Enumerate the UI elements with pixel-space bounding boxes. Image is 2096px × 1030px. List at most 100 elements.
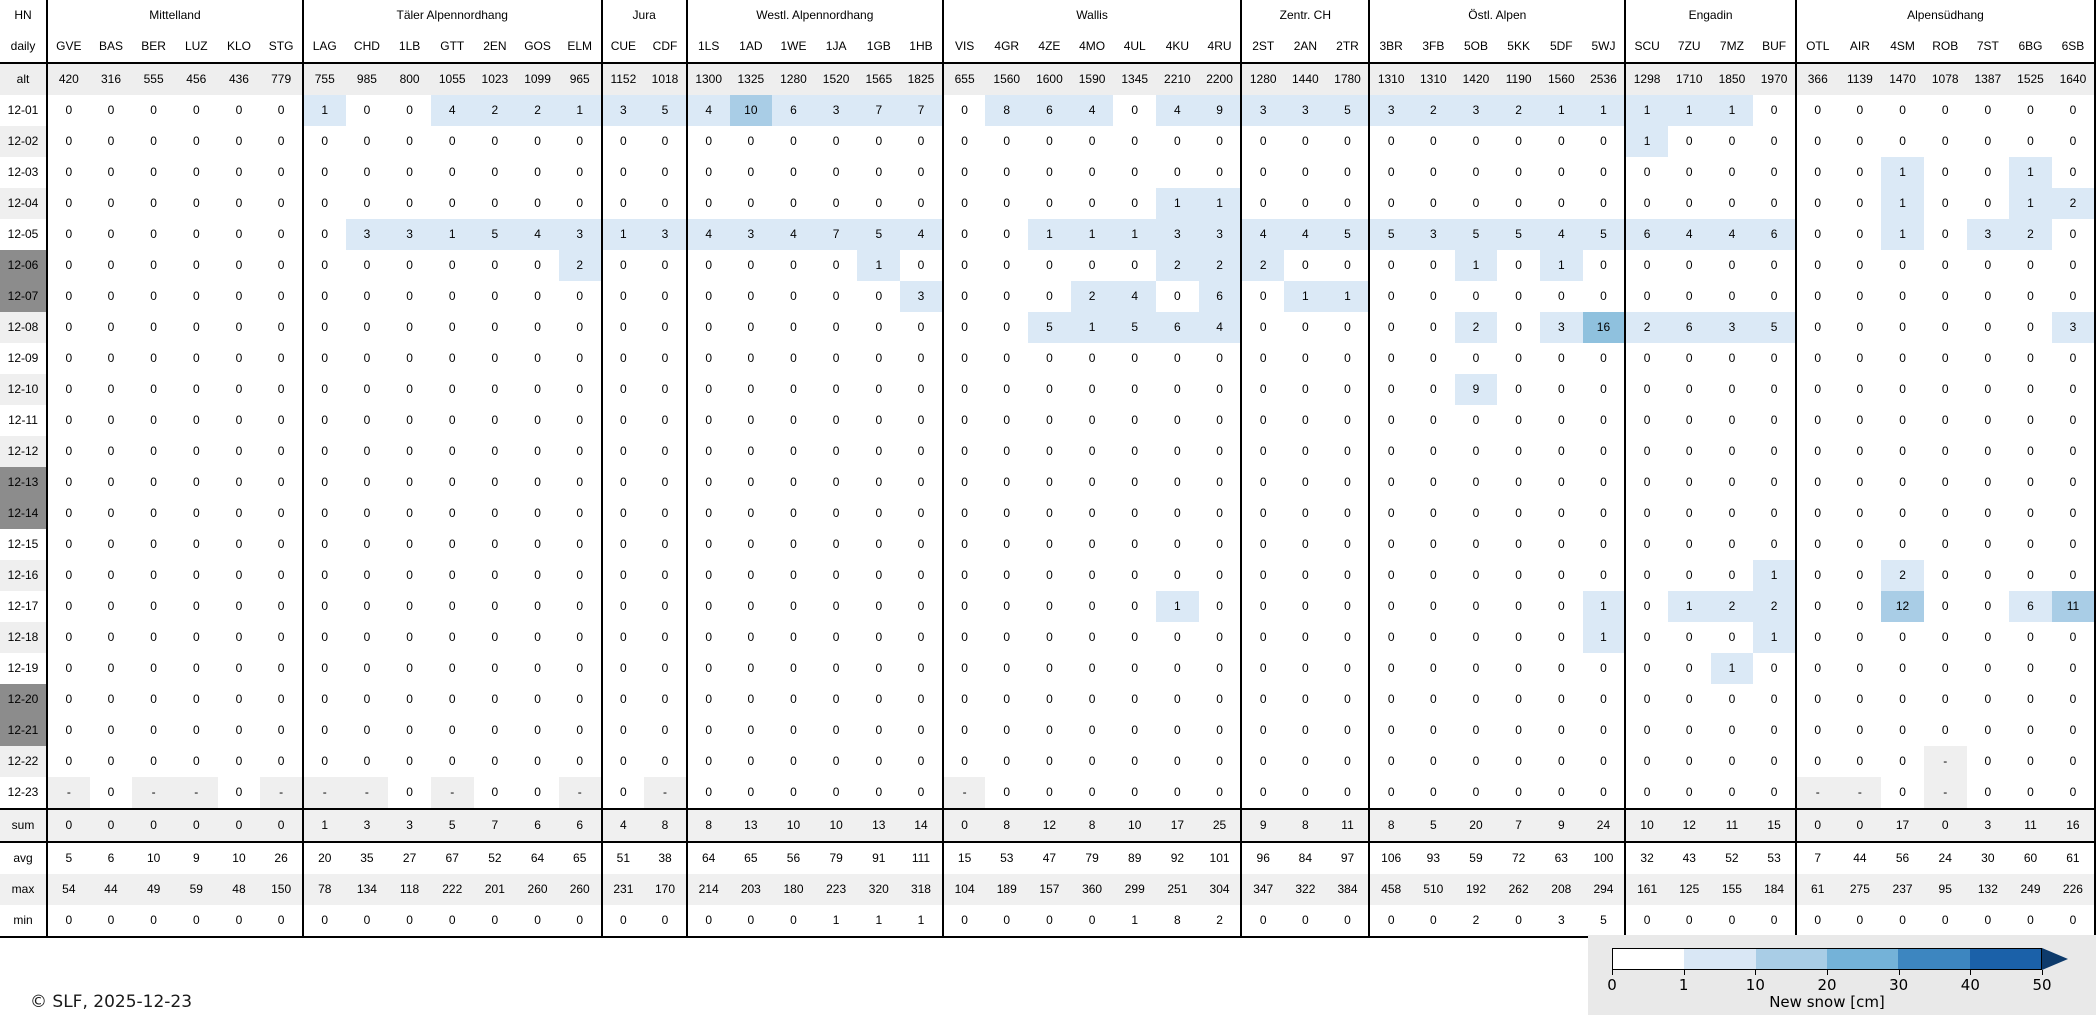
hn-cell: 4 (1070, 95, 1114, 126)
hn-cell: 0 (747, 537, 755, 551)
hn-cell: 1 (1582, 591, 1626, 622)
hn-cell: 0 (1984, 785, 1992, 799)
hn-cell: 0 (747, 506, 755, 520)
hn-cell: 0 (790, 506, 797, 520)
hn-cell: 0 (1216, 506, 1223, 520)
hn-cell: 0 (235, 630, 243, 644)
hn-cell: 0 (1794, 157, 1839, 188)
colorbar-tick-label: 0 (1607, 976, 1617, 994)
hn-cell: 0 (1046, 568, 1053, 582)
hn-cell: 0 (1624, 374, 1668, 405)
hn-cell: 0 (2051, 436, 2096, 467)
alt-cell: 1280 (1240, 63, 1285, 95)
hn-cell: 0 (301, 157, 346, 188)
hn-cell: 0 (150, 599, 157, 613)
hn-cell: 0 (107, 692, 115, 706)
hn-cell: 0 (406, 289, 413, 303)
hn-cell: 0 (1088, 506, 1096, 520)
hn-cell: 0 (1131, 785, 1139, 799)
alt-cell: 1600 (1028, 63, 1071, 95)
hn-cell: 0 (600, 281, 645, 312)
hn-cell: 0 (1003, 630, 1011, 644)
hn-cell: 0 (448, 413, 456, 427)
hn-cell: 0 (1770, 134, 1778, 148)
hn-cell: 0 (1240, 281, 1285, 312)
hn-cell: 0 (1131, 506, 1139, 520)
hn-cell: 0 (1728, 754, 1736, 768)
hn-cell: 0 (576, 444, 584, 458)
hn-cell: 1 (1028, 219, 1071, 250)
max-cell: 54 (47, 874, 90, 905)
colorbar-tick (1970, 970, 1972, 975)
hn-cell: 0 (1131, 754, 1139, 768)
hn-cell: 0 (1174, 754, 1181, 768)
sum-cell: 11 (1326, 808, 1370, 843)
hn-cell: 0 (790, 165, 797, 179)
hn-cell: 0 (1856, 165, 1864, 179)
hn-cell: 0 (277, 661, 285, 675)
hn-cell: 0 (1216, 351, 1223, 365)
hn-cell: 0 (1557, 568, 1565, 582)
station-header: KLO (217, 31, 261, 64)
hn-cell: 0 (107, 723, 115, 737)
hn-cell: 0 (491, 196, 499, 210)
alt-cell: 1640 (2051, 63, 2096, 95)
hn-cell: 0 (448, 320, 456, 334)
hn-cell: 0 (790, 289, 797, 303)
hn-cell: 0 (1429, 630, 1437, 644)
hn-cell: 0 (1472, 444, 1480, 458)
hn-cell: 2 (2051, 188, 2096, 219)
min-cell: 0 (2009, 905, 2052, 938)
alt-cell: 420 (47, 63, 90, 95)
hn-cell: 0 (1088, 692, 1096, 706)
hn-cell: 1 (558, 95, 602, 126)
hn-cell: 0 (917, 382, 925, 396)
hn-cell: 0 (1856, 568, 1864, 582)
hn-cell: 0 (1240, 746, 1285, 777)
sum-cell: 12 (1028, 808, 1071, 843)
hn-cell: 0 (2051, 343, 2096, 374)
hn-cell: 11 (2051, 591, 2096, 622)
sum-cell: 12 (1667, 808, 1711, 843)
hn-cell: 0 (65, 506, 73, 520)
hn-cell: 0 (1174, 413, 1181, 427)
hn-cell: 0 (832, 723, 840, 737)
hn-cell: 0 (406, 630, 413, 644)
hn-cell: 0 (1216, 568, 1223, 582)
max-cell: 318 (900, 874, 943, 905)
hn-cell: 0 (1624, 560, 1668, 591)
hn-cell: 0 (491, 134, 499, 148)
hn-cell: 0 (1515, 475, 1522, 489)
hn-cell: 0 (1088, 475, 1096, 489)
hn-cell: - (47, 777, 90, 809)
hn-cell: 0 (1216, 165, 1223, 179)
hn-cell: 0 (150, 630, 157, 644)
hn-cell: 0 (576, 196, 584, 210)
hn-cell: 0 (363, 134, 371, 148)
hn-cell: 0 (2051, 405, 2096, 436)
hn-cell: 0 (1728, 444, 1736, 458)
min-cell: 0 (1923, 905, 1967, 938)
hn-cell: 0 (790, 537, 797, 551)
hn-cell: 0 (1557, 196, 1565, 210)
max-cell: 223 (814, 874, 858, 905)
hn-cell: 10 (729, 95, 773, 126)
hn-cell: 0 (406, 599, 413, 613)
hn-cell: 0 (301, 498, 346, 529)
hn-cell: 0 (747, 196, 755, 210)
hn-cell: 0 (600, 374, 645, 405)
alt-cell: 1470 (1881, 63, 1924, 95)
hn-cell: 0 (1794, 250, 1839, 281)
max-cell: 226 (2051, 874, 2096, 905)
new-snow-table: HN Mittelland Täler Alpennordhang Jura Westl… (0, 0, 2096, 938)
hn-cell: 0 (1240, 405, 1285, 436)
colorbar-segment (1898, 949, 1970, 969)
hn-cell: 0 (1344, 444, 1351, 458)
hn-cell: 0 (661, 630, 669, 644)
hn-cell: 0 (277, 444, 285, 458)
hn-cell: 0 (448, 382, 456, 396)
sum-cell: 17 (1156, 808, 1199, 843)
hn-cell: 0 (1429, 785, 1437, 799)
hn-cell: 0 (1088, 785, 1096, 799)
hn-cell: 0 (192, 196, 200, 210)
